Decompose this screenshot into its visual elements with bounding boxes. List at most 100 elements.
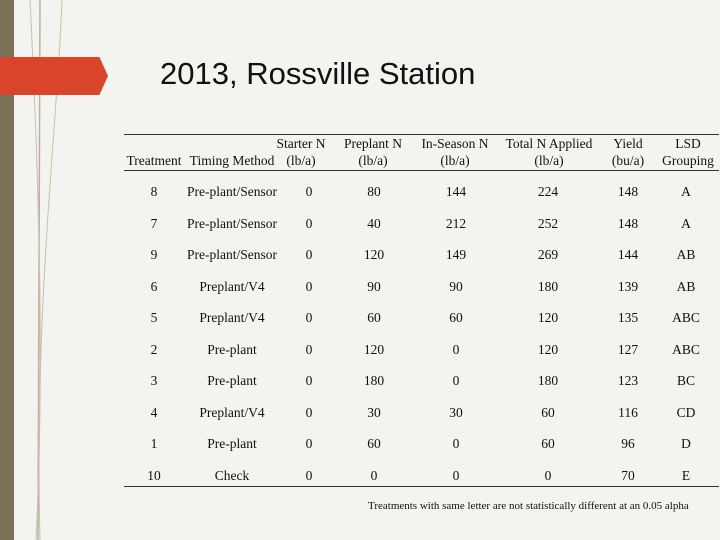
cell-in-season-n: 60	[449, 310, 463, 325]
cell-timing-method: Preplant/V4	[199, 404, 265, 420]
cell-starter-n: 0	[305, 247, 313, 262]
table-row: 5 Preplant/V4 0 60 60 120 135 ABC	[124, 308, 719, 328]
table-row: 6 Preplant/V4 0 90 90 180 139 AB	[124, 277, 719, 297]
cell-in-season-n: 30	[449, 404, 463, 420]
sidebar-strip	[0, 0, 14, 540]
footnote: Treatments with same letter are not stat…	[368, 500, 689, 512]
column-header-line1: Starter N	[276, 136, 326, 151]
table-row: 4 Preplant/V4 0 30 30 60 116 CD	[124, 403, 719, 423]
cell-treatment: 5	[150, 310, 158, 325]
cell-preplant-n: 120	[363, 247, 385, 262]
cell-yield: 123	[617, 373, 639, 388]
cell-treatment: 7	[150, 215, 158, 231]
cell-yield: 70	[621, 467, 635, 483]
cell-lsd-grouping: ABC	[672, 310, 700, 325]
table-row: 10 Check 0 0 0 0 70 E	[124, 466, 719, 486]
cell-in-season-n: 149	[445, 247, 467, 262]
cell-in-season-n: 0	[452, 373, 460, 388]
cell-treatment: 4	[150, 404, 158, 420]
cell-timing-method: Preplant/V4	[199, 278, 265, 294]
cell-starter-n: 0	[305, 184, 313, 199]
column-header-line2: (bu/a)	[611, 153, 645, 168]
cell-treatment: 3	[150, 373, 158, 388]
table-header-rule	[124, 170, 719, 171]
column-header-lsd-grouping: LSD Grouping	[628, 135, 720, 169]
column-header-preplant-n: Preplant N (lb/a)	[313, 135, 433, 169]
cell-starter-n: 0	[305, 341, 313, 357]
cell-preplant-n: 180	[363, 373, 385, 388]
column-header-total-n: Total N Applied (lb/a)	[489, 135, 609, 169]
column-header-line2: (lb/a)	[358, 153, 388, 168]
column-header-in-season-n: In-Season N (lb/a)	[395, 135, 515, 169]
column-header-line1: In-Season N	[421, 136, 489, 151]
cell-lsd-grouping: BC	[676, 373, 695, 388]
cell-yield: 144	[617, 247, 639, 262]
cell-yield: 139	[617, 278, 639, 294]
column-header-starter-n: Starter N (lb/a)	[241, 135, 361, 169]
page-title: 2013, Rossville Station	[160, 56, 476, 91]
cell-starter-n: 0	[305, 373, 313, 388]
column-header-line2: Timing Method	[189, 153, 275, 168]
cell-starter-n: 0	[305, 436, 313, 451]
cell-yield: 135	[617, 310, 639, 325]
cell-starter-n: 0	[305, 215, 313, 231]
cell-lsd-grouping: D	[681, 436, 691, 451]
cell-in-season-n: 0	[452, 341, 460, 357]
table-bottom-rule	[124, 486, 719, 487]
cell-in-season-n: 90	[449, 278, 463, 294]
cell-total-n: 60	[541, 404, 555, 420]
cell-total-n: 252	[537, 215, 559, 231]
cell-preplant-n: 60	[367, 310, 381, 325]
cell-total-n: 224	[537, 184, 559, 199]
table-row: 7 Pre-plant/Sensor 0 40 212 252 148 A	[124, 214, 719, 234]
cell-timing-method: Check	[214, 467, 250, 483]
cell-treatment: 8	[150, 184, 158, 199]
cell-starter-n: 0	[305, 404, 313, 420]
column-header-line1: Preplant N	[343, 136, 403, 151]
cell-preplant-n: 80	[367, 184, 381, 199]
cell-timing-method: Pre-plant/Sensor	[187, 215, 277, 231]
column-header-line2: (lb/a)	[286, 153, 316, 168]
cell-total-n: 120	[537, 341, 559, 357]
cell-lsd-grouping: A	[681, 215, 691, 231]
cell-starter-n: 0	[305, 278, 313, 294]
cell-preplant-n: 30	[367, 404, 381, 420]
cell-timing-method: Pre-plant	[207, 373, 257, 388]
cell-lsd-grouping: CD	[676, 404, 696, 420]
cell-starter-n: 0	[305, 310, 313, 325]
column-header-line2: (lb/a)	[534, 153, 564, 168]
table-row: 8 Pre-plant/Sensor 0 80 144 224 148 A	[124, 182, 719, 202]
cell-timing-method: Pre-plant	[207, 341, 257, 357]
cell-starter-n: 0	[305, 467, 313, 483]
cell-timing-method: Preplant/V4	[199, 310, 265, 325]
cell-total-n: 0	[544, 467, 552, 483]
column-header-line1: LSD	[675, 136, 701, 151]
cell-yield: 148	[617, 215, 639, 231]
column-header-treatment: Treatment	[94, 135, 214, 169]
column-header-line2: (lb/a)	[440, 153, 470, 168]
cell-lsd-grouping: A	[681, 184, 691, 199]
cell-treatment: 10	[147, 467, 161, 483]
cell-preplant-n: 40	[367, 215, 381, 231]
cell-total-n: 60	[541, 436, 555, 451]
cell-preplant-n: 90	[367, 278, 381, 294]
cell-yield: 116	[618, 404, 638, 420]
cell-lsd-grouping: E	[681, 467, 691, 483]
cell-lsd-grouping: AB	[676, 278, 696, 294]
cell-treatment: 1	[150, 436, 158, 451]
cell-preplant-n: 0	[370, 467, 378, 483]
cell-timing-method: Pre-plant/Sensor	[187, 184, 277, 199]
cell-yield: 127	[617, 341, 639, 357]
column-header-line1: Total N Applied	[505, 136, 593, 151]
cell-in-season-n: 212	[445, 215, 467, 231]
column-header-line2: Grouping	[662, 153, 714, 168]
cell-lsd-grouping: ABC	[672, 341, 700, 357]
cell-total-n: 180	[537, 373, 559, 388]
cell-timing-method: Pre-plant	[207, 436, 257, 451]
table-row: 9 Pre-plant/Sensor 0 120 149 269 144 AB	[124, 245, 719, 265]
column-header-timing-method: Timing Method	[172, 135, 292, 169]
cell-in-season-n: 0	[452, 467, 460, 483]
title-accent-bar	[0, 57, 108, 95]
column-header-line1: Yield	[613, 136, 643, 151]
cell-treatment: 6	[150, 278, 158, 294]
